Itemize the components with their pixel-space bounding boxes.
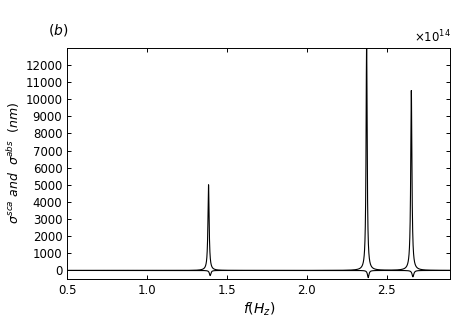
Text: $(b)$: $(b)$: [48, 22, 68, 39]
Y-axis label: $\sigma^{sca}$ $and$  $\sigma^{abs}$  $(nm)$: $\sigma^{sca}$ $and$ $\sigma^{abs}$ $(nm…: [5, 102, 22, 225]
Text: $\times 10^{14}$: $\times 10^{14}$: [413, 29, 450, 45]
X-axis label: $f(H_z)$: $f(H_z)$: [242, 301, 274, 318]
